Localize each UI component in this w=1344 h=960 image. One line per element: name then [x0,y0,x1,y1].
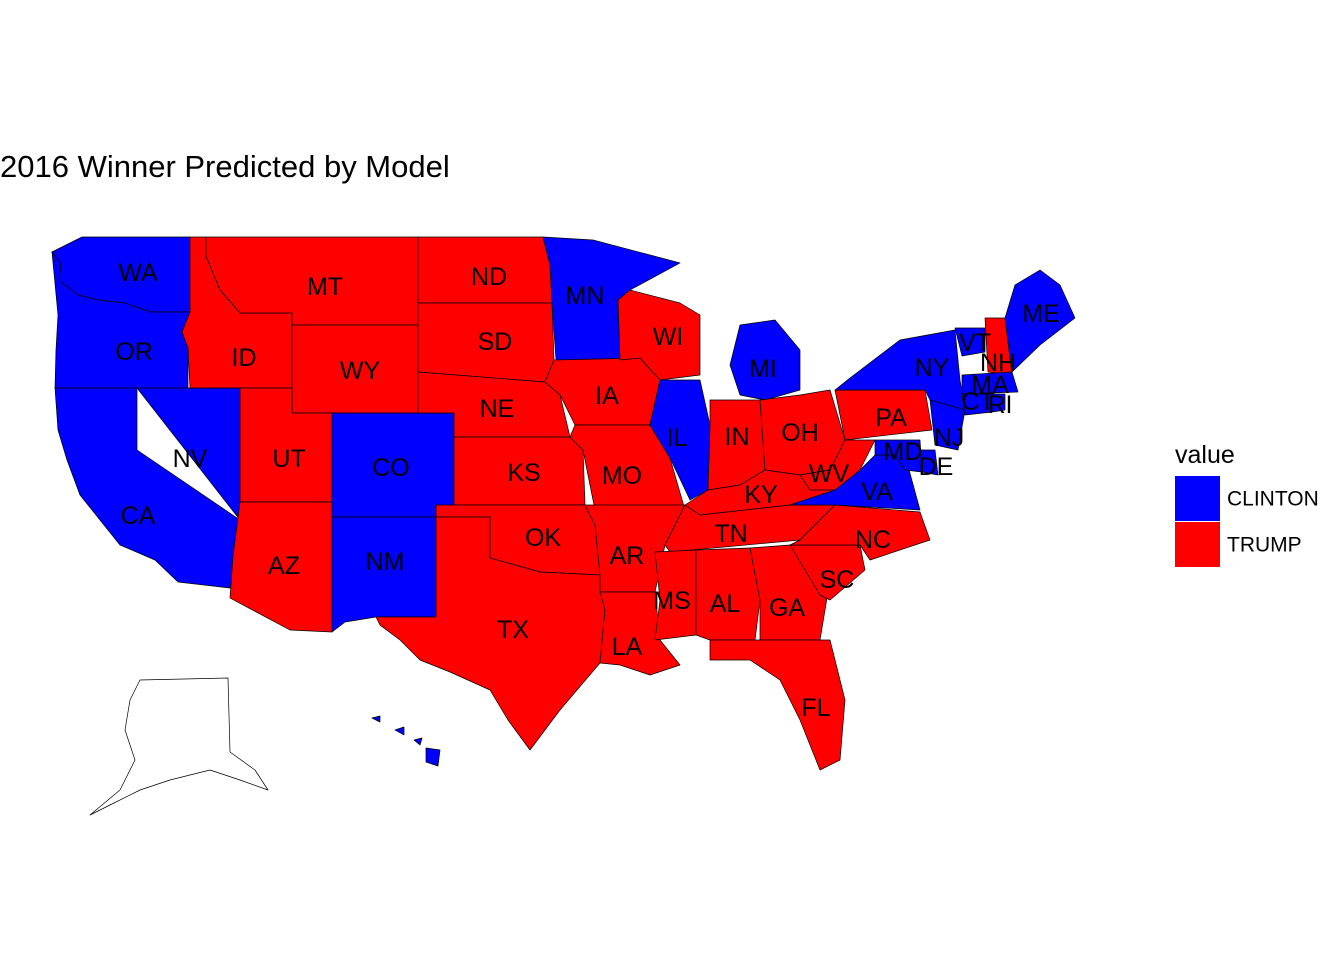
state-label-tx: TX [497,616,529,644]
state-ri [991,393,1006,413]
state-label-ms: MS [653,587,691,615]
state-label-il: IL [667,424,688,452]
state-il [649,379,711,501]
state-me [1004,269,1076,373]
state-wi [617,289,701,381]
legend-swatch-clinton [1175,476,1220,521]
legend-label-clinton: CLINTON [1227,488,1319,511]
state-ak [89,677,269,816]
state-label-pa: PA [875,404,907,432]
state-mi [729,319,801,401]
state-label-nm: NM [366,548,405,576]
state-label-az: AZ [268,552,300,580]
state-label-nd: ND [471,263,507,291]
state-label-de: DE [919,453,954,481]
state-label-fl: FL [801,694,830,722]
state-fl [709,639,846,771]
state-tx [375,516,606,751]
state-ms [654,549,697,641]
state-label-wy: WY [340,357,381,385]
state-label-nv: NV [173,445,208,473]
state-label-me: ME [1022,300,1060,328]
state-hi [371,715,441,767]
state-label-tn: TN [714,520,747,548]
state-label-al: AL [710,590,741,618]
state-md [874,439,923,473]
state-label-mn: MN [566,282,605,310]
state-label-wi: WI [653,323,684,351]
legend: value CLINTON TRUMP [1175,441,1319,567]
state-nj [929,399,966,451]
state-label-mi: MI [749,355,777,383]
state-label-vt: VT [959,329,991,357]
state-ca [54,387,241,589]
state-la [599,591,681,676]
state-label-ky: KY [744,481,778,509]
state-label-id: ID [232,344,257,372]
state-label-or: OR [115,338,153,366]
state-vt [954,327,986,357]
state-label-in: IN [725,423,750,451]
state-label-wa: WA [118,259,158,287]
states-layer [51,236,1076,816]
map-title: 2016 Winner Predicted by Model [0,149,450,184]
state-ma [961,371,1019,395]
state-label-nh: NH [980,349,1016,377]
state-label-ga: GA [769,594,805,622]
state-label-oh: OH [781,419,819,447]
legend-title: value [1175,441,1235,469]
state-label-nj: NJ [934,424,965,452]
legend-label-trump: TRUMP [1227,534,1302,557]
state-label-nc: NC [855,526,891,554]
state-label-ri: RI [988,391,1013,419]
state-label-ks: KS [507,459,540,487]
state-labels-layer: WA OR CA NV ID MT WY UT AZ CO NM ND SD NE KS OK TX MN IA MO… [115,259,1060,722]
state-label-co: CO [372,454,410,482]
state-label-ok: OK [525,524,561,552]
state-label-sd: SD [478,328,513,356]
state-label-mt: MT [307,273,343,301]
legend-swatch-trump [1175,522,1220,567]
state-label-ar: AR [610,542,645,570]
state-label-ca: CA [121,502,156,530]
state-label-mo: MO [602,462,642,490]
state-label-md: MD [884,438,923,466]
state-label-ma: MA [971,371,1009,399]
state-label-va: VA [861,478,893,506]
state-label-ne: NE [480,395,515,423]
state-label-ny: NY [915,354,950,382]
state-label-ia: IA [595,382,619,410]
state-label-ut: UT [272,445,305,473]
state-wv [799,439,876,491]
state-label-sc: SC [820,566,855,594]
state-label-ct: CT [961,388,994,416]
state-label-wv: WV [809,460,850,488]
state-ks [453,436,586,506]
state-label-la: LA [612,633,643,661]
